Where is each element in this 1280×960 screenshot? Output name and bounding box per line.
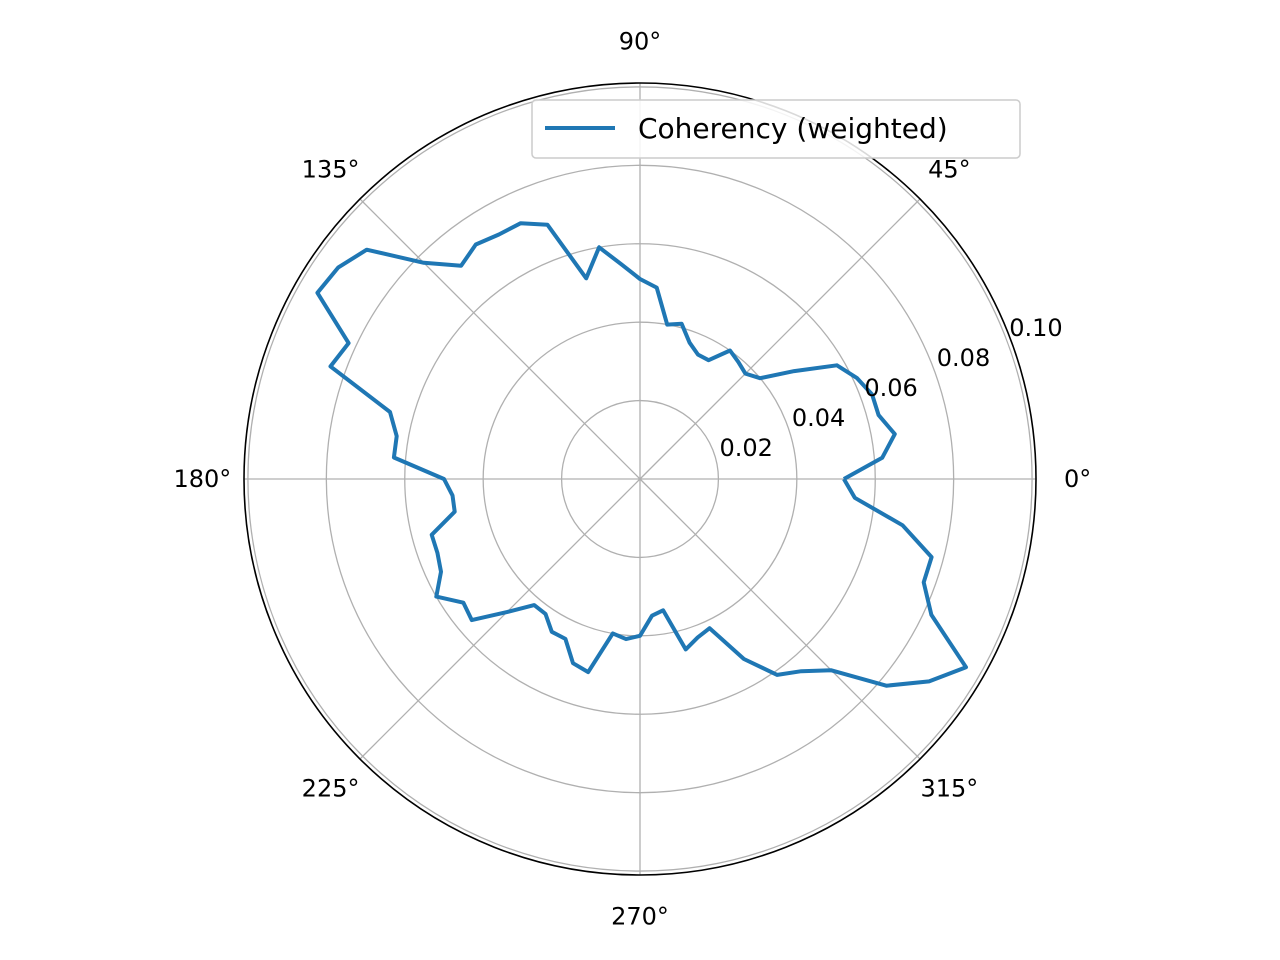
r-tick-label-4: 0.10: [1009, 314, 1062, 342]
legend-label: Coherency (weighted): [638, 112, 948, 145]
polar-frame: [243, 82, 1037, 876]
legend: Coherency (weighted): [531, 99, 1021, 159]
legend-box: [531, 99, 1021, 159]
theta-tick-label-2: 90°: [619, 27, 662, 55]
data-layer: [315, 221, 968, 688]
theta-grid-line-1: [639, 198, 921, 480]
label-layer: 0° 45° 90° 135° 180° 225° 270° 315° 0.02 0.04 0.06…: [174, 27, 1092, 930]
r-tick-label-0: 0.02: [719, 434, 772, 462]
theta-grid-line-5: [359, 478, 641, 760]
grid-layer: [243, 82, 1037, 876]
theta-tick-label-1: 45°: [928, 156, 971, 184]
theta-grid-line-3: [359, 198, 641, 480]
theta-tick-label-0: 0°: [1064, 465, 1091, 493]
r-tick-label-3: 0.08: [937, 344, 990, 372]
theta-tick-label-4: 180°: [174, 465, 232, 493]
theta-tick-label-7: 315°: [921, 774, 979, 802]
theta-tick-label-3: 135°: [302, 156, 360, 184]
series-line-0: [315, 221, 968, 688]
theta-tick-label-6: 270°: [611, 903, 669, 931]
r-tick-label-2: 0.06: [864, 374, 917, 402]
theta-grid-line-7: [639, 478, 921, 760]
r-tick-label-1: 0.04: [792, 404, 845, 432]
theta-tick-label-5: 225°: [302, 774, 360, 802]
